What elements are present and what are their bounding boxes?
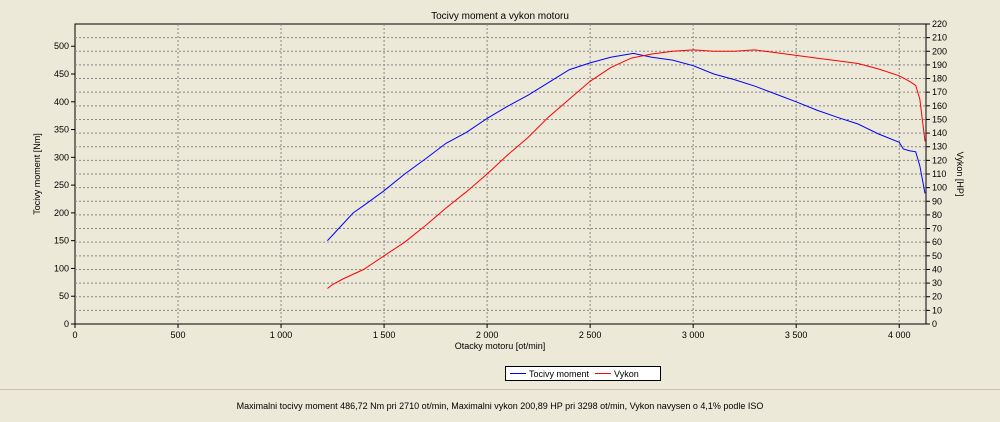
- chart-area: Tocivy moment a vykon motoru 0 50 100 150 20…: [32, 11, 965, 381]
- x-tick-label: 2 500: [579, 330, 602, 340]
- legend-torque-line: [510, 373, 526, 374]
- y-tick-label: 200: [54, 208, 69, 218]
- x-tick-label: 3 500: [785, 330, 808, 340]
- x-tick-label: 1 000: [270, 330, 293, 340]
- status-bar: Maximalni tocivy moment 486,72 Nm pri 27…: [0, 389, 1000, 422]
- y2-tick-label: 190: [932, 60, 947, 70]
- y2-tick-label: 60: [932, 237, 942, 247]
- chart-legend: Tocivy moment Vykon: [505, 366, 661, 381]
- y2-tick-label: 20: [932, 292, 942, 302]
- x-tick-label: 2 000: [476, 330, 499, 340]
- series-lines: [327, 49, 926, 289]
- status-summary: Maximalni tocivy moment 486,72 Nm pri 27…: [236, 401, 764, 411]
- y-tick-label: 100: [54, 263, 69, 273]
- y-tick-label: 50: [59, 291, 69, 301]
- x-axis-label: Otacky motoru [ot/min]: [455, 341, 546, 351]
- y-tick-label: 450: [54, 69, 69, 79]
- legend-power-line: [595, 373, 612, 374]
- y2-tick-label: 220: [932, 19, 947, 29]
- y-tick-label: 350: [54, 125, 69, 135]
- series-power-line: [327, 49, 926, 289]
- y-tick-label: 400: [54, 97, 69, 107]
- y2-tick-label: 0: [932, 319, 937, 329]
- x-axis-ticks: 0 500 1 000 1 500 2 000 2 500 3 000 3 500 4 000: [72, 324, 910, 340]
- y2-tick-label: 140: [932, 128, 947, 138]
- y2-tick-label: 40: [932, 264, 942, 274]
- y2-tick-label: 130: [932, 142, 947, 152]
- y2-tick-label: 120: [932, 155, 947, 165]
- left-axis-ticks: 0 50 100 150 200 250 300 350 400 450 500: [54, 41, 75, 329]
- x-tick-label: 500: [171, 330, 186, 340]
- y-tick-label: 150: [54, 236, 69, 246]
- x-tick-label: 3 000: [682, 330, 705, 340]
- x-tick-label: 4 000: [888, 330, 911, 340]
- y2-tick-label: 70: [932, 224, 942, 234]
- y-tick-label: 300: [54, 152, 69, 162]
- x-tick-label: 0: [72, 330, 77, 340]
- y2-tick-label: 200: [932, 46, 947, 56]
- legend-item-torque: Tocivy moment: [510, 369, 589, 379]
- y2-tick-label: 80: [932, 210, 942, 220]
- x-tick-label: 1 500: [373, 330, 396, 340]
- y2-tick-label: 210: [932, 33, 947, 43]
- y2-tick-label: 10: [932, 305, 942, 315]
- right-axis-ticks: 0 10 20 30 40 50 60 70 80 90 100 110 120 130 140 150 160…: [926, 19, 947, 329]
- y2-tick-label: 30: [932, 278, 942, 288]
- legend-item-power: Vykon: [595, 369, 639, 379]
- y-tick-label: 0: [64, 319, 69, 329]
- grid-lines: [75, 24, 926, 324]
- chart-title: Tocivy moment a vykon motoru: [431, 11, 569, 22]
- y2-tick-label: 150: [932, 114, 947, 124]
- y2-tick-label: 100: [932, 183, 947, 193]
- y2-tick-label: 90: [932, 196, 942, 206]
- chart-svg: Tocivy moment a vykon motoru 05010015020…: [32, 11, 965, 351]
- y2-tick-label: 170: [932, 87, 947, 97]
- y2-tick-label: 110: [932, 169, 946, 179]
- y2-tick-label: 50: [932, 251, 942, 261]
- y-tick-label: 250: [54, 180, 69, 190]
- y-axis-label: Tocivy moment [Nm]: [32, 133, 42, 215]
- legend-power-label: Vykon: [614, 368, 639, 379]
- legend-torque-label: Tocivy moment: [529, 368, 590, 379]
- y2-axis-label: Vykon [HP]: [955, 152, 965, 197]
- y-tick-label: 500: [54, 41, 69, 51]
- y2-tick-label: 160: [932, 101, 947, 111]
- y2-tick-label: 180: [932, 74, 947, 84]
